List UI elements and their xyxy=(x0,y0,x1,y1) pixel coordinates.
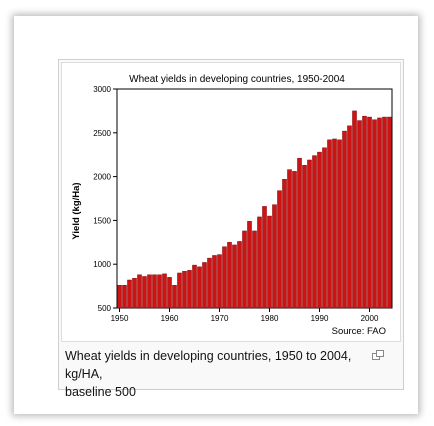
bar-1984 xyxy=(287,169,292,309)
bar-1966 xyxy=(197,266,202,309)
bar-1955 xyxy=(142,276,147,309)
bar-1992 xyxy=(327,139,332,309)
bar-1950 xyxy=(117,285,122,309)
enlarge-icon[interactable] xyxy=(372,350,384,360)
y-axis-label: Yield (kg/Ha) xyxy=(71,182,82,239)
bar-1952 xyxy=(127,279,132,309)
bar-1993 xyxy=(332,138,337,309)
bar-1994 xyxy=(337,139,342,309)
bar-1964 xyxy=(187,270,192,309)
bar-1999 xyxy=(362,115,367,309)
chart-title: Wheat yields in developing countries, 19… xyxy=(129,74,345,85)
bar-1971 xyxy=(222,246,227,309)
figure-box: Wheat yields in developing countries, 19… xyxy=(58,59,404,399)
source-note: Source: FAO xyxy=(332,326,386,337)
bar-2003 xyxy=(382,116,387,309)
wheat-yield-chart: Wheat yields in developing countries, 19… xyxy=(71,74,393,337)
bar-1977 xyxy=(252,230,257,309)
bar-1988 xyxy=(307,159,312,309)
bar-1958 xyxy=(157,274,162,309)
caption-line-2: baseline 500 xyxy=(65,385,136,399)
x-tick-label-1990: 1990 xyxy=(311,314,329,323)
x-tick-label-1960: 1960 xyxy=(161,314,179,323)
bar-1972 xyxy=(227,242,232,309)
bar-1967 xyxy=(202,262,207,309)
bar-1970 xyxy=(217,254,222,309)
bar-1951 xyxy=(122,285,127,309)
bar-1981 xyxy=(272,204,277,309)
bar-2001 xyxy=(372,119,377,309)
bar-1963 xyxy=(182,271,187,309)
x-tick-label-1980: 1980 xyxy=(261,314,279,323)
bar-2004 xyxy=(387,116,392,309)
figure-caption: Wheat yields in developing countries, 19… xyxy=(65,347,383,401)
bar-1983 xyxy=(282,179,287,309)
x-tick-label-1970: 1970 xyxy=(211,314,229,323)
bar-1968 xyxy=(207,257,212,309)
y-tick-label-1500: 1500 xyxy=(93,216,111,225)
bar-1957 xyxy=(152,274,157,309)
bar-1960 xyxy=(167,277,172,309)
bar-1969 xyxy=(212,255,217,309)
bar-1995 xyxy=(342,130,347,309)
caption-line-1: Wheat yields in developing countries, 19… xyxy=(65,349,352,381)
x-tick-label-1950: 1950 xyxy=(111,314,129,323)
bar-1956 xyxy=(147,274,152,309)
bar-1982 xyxy=(277,190,282,309)
bar-1990 xyxy=(317,151,322,309)
bar-1986 xyxy=(297,157,302,309)
bar-1978 xyxy=(257,216,262,309)
bar-1974 xyxy=(237,241,242,309)
bar-1953 xyxy=(132,278,137,309)
bar-1989 xyxy=(312,155,317,309)
bar-1996 xyxy=(347,125,352,309)
y-tick-label-500: 500 xyxy=(98,304,112,313)
bar-1985 xyxy=(292,171,297,309)
bar-1987 xyxy=(302,165,307,309)
bar-1959 xyxy=(162,273,167,309)
bar-1979 xyxy=(262,206,267,309)
bar-1991 xyxy=(322,147,327,309)
bar-1973 xyxy=(232,244,237,309)
bar-1976 xyxy=(247,221,252,309)
bar-2000 xyxy=(367,116,372,309)
bar-1965 xyxy=(192,264,197,309)
bar-1961 xyxy=(172,285,177,309)
bar-1954 xyxy=(137,274,142,309)
bar-1997 xyxy=(352,110,357,309)
y-tick-label-2500: 2500 xyxy=(93,129,111,138)
chart-panel[interactable]: Wheat yields in developing countries, 19… xyxy=(61,62,401,342)
x-tick-label-2000: 2000 xyxy=(361,314,379,323)
y-tick-label-1000: 1000 xyxy=(93,260,111,269)
bar-2002 xyxy=(377,117,382,309)
bar-1998 xyxy=(357,120,362,309)
y-tick-label-3000: 3000 xyxy=(93,85,111,94)
bar-1962 xyxy=(177,272,182,309)
y-tick-label-2000: 2000 xyxy=(93,173,111,182)
bar-1980 xyxy=(267,215,272,309)
bar-1975 xyxy=(242,230,247,309)
image-frame: Wheat yields in developing countries, 19… xyxy=(14,16,418,414)
